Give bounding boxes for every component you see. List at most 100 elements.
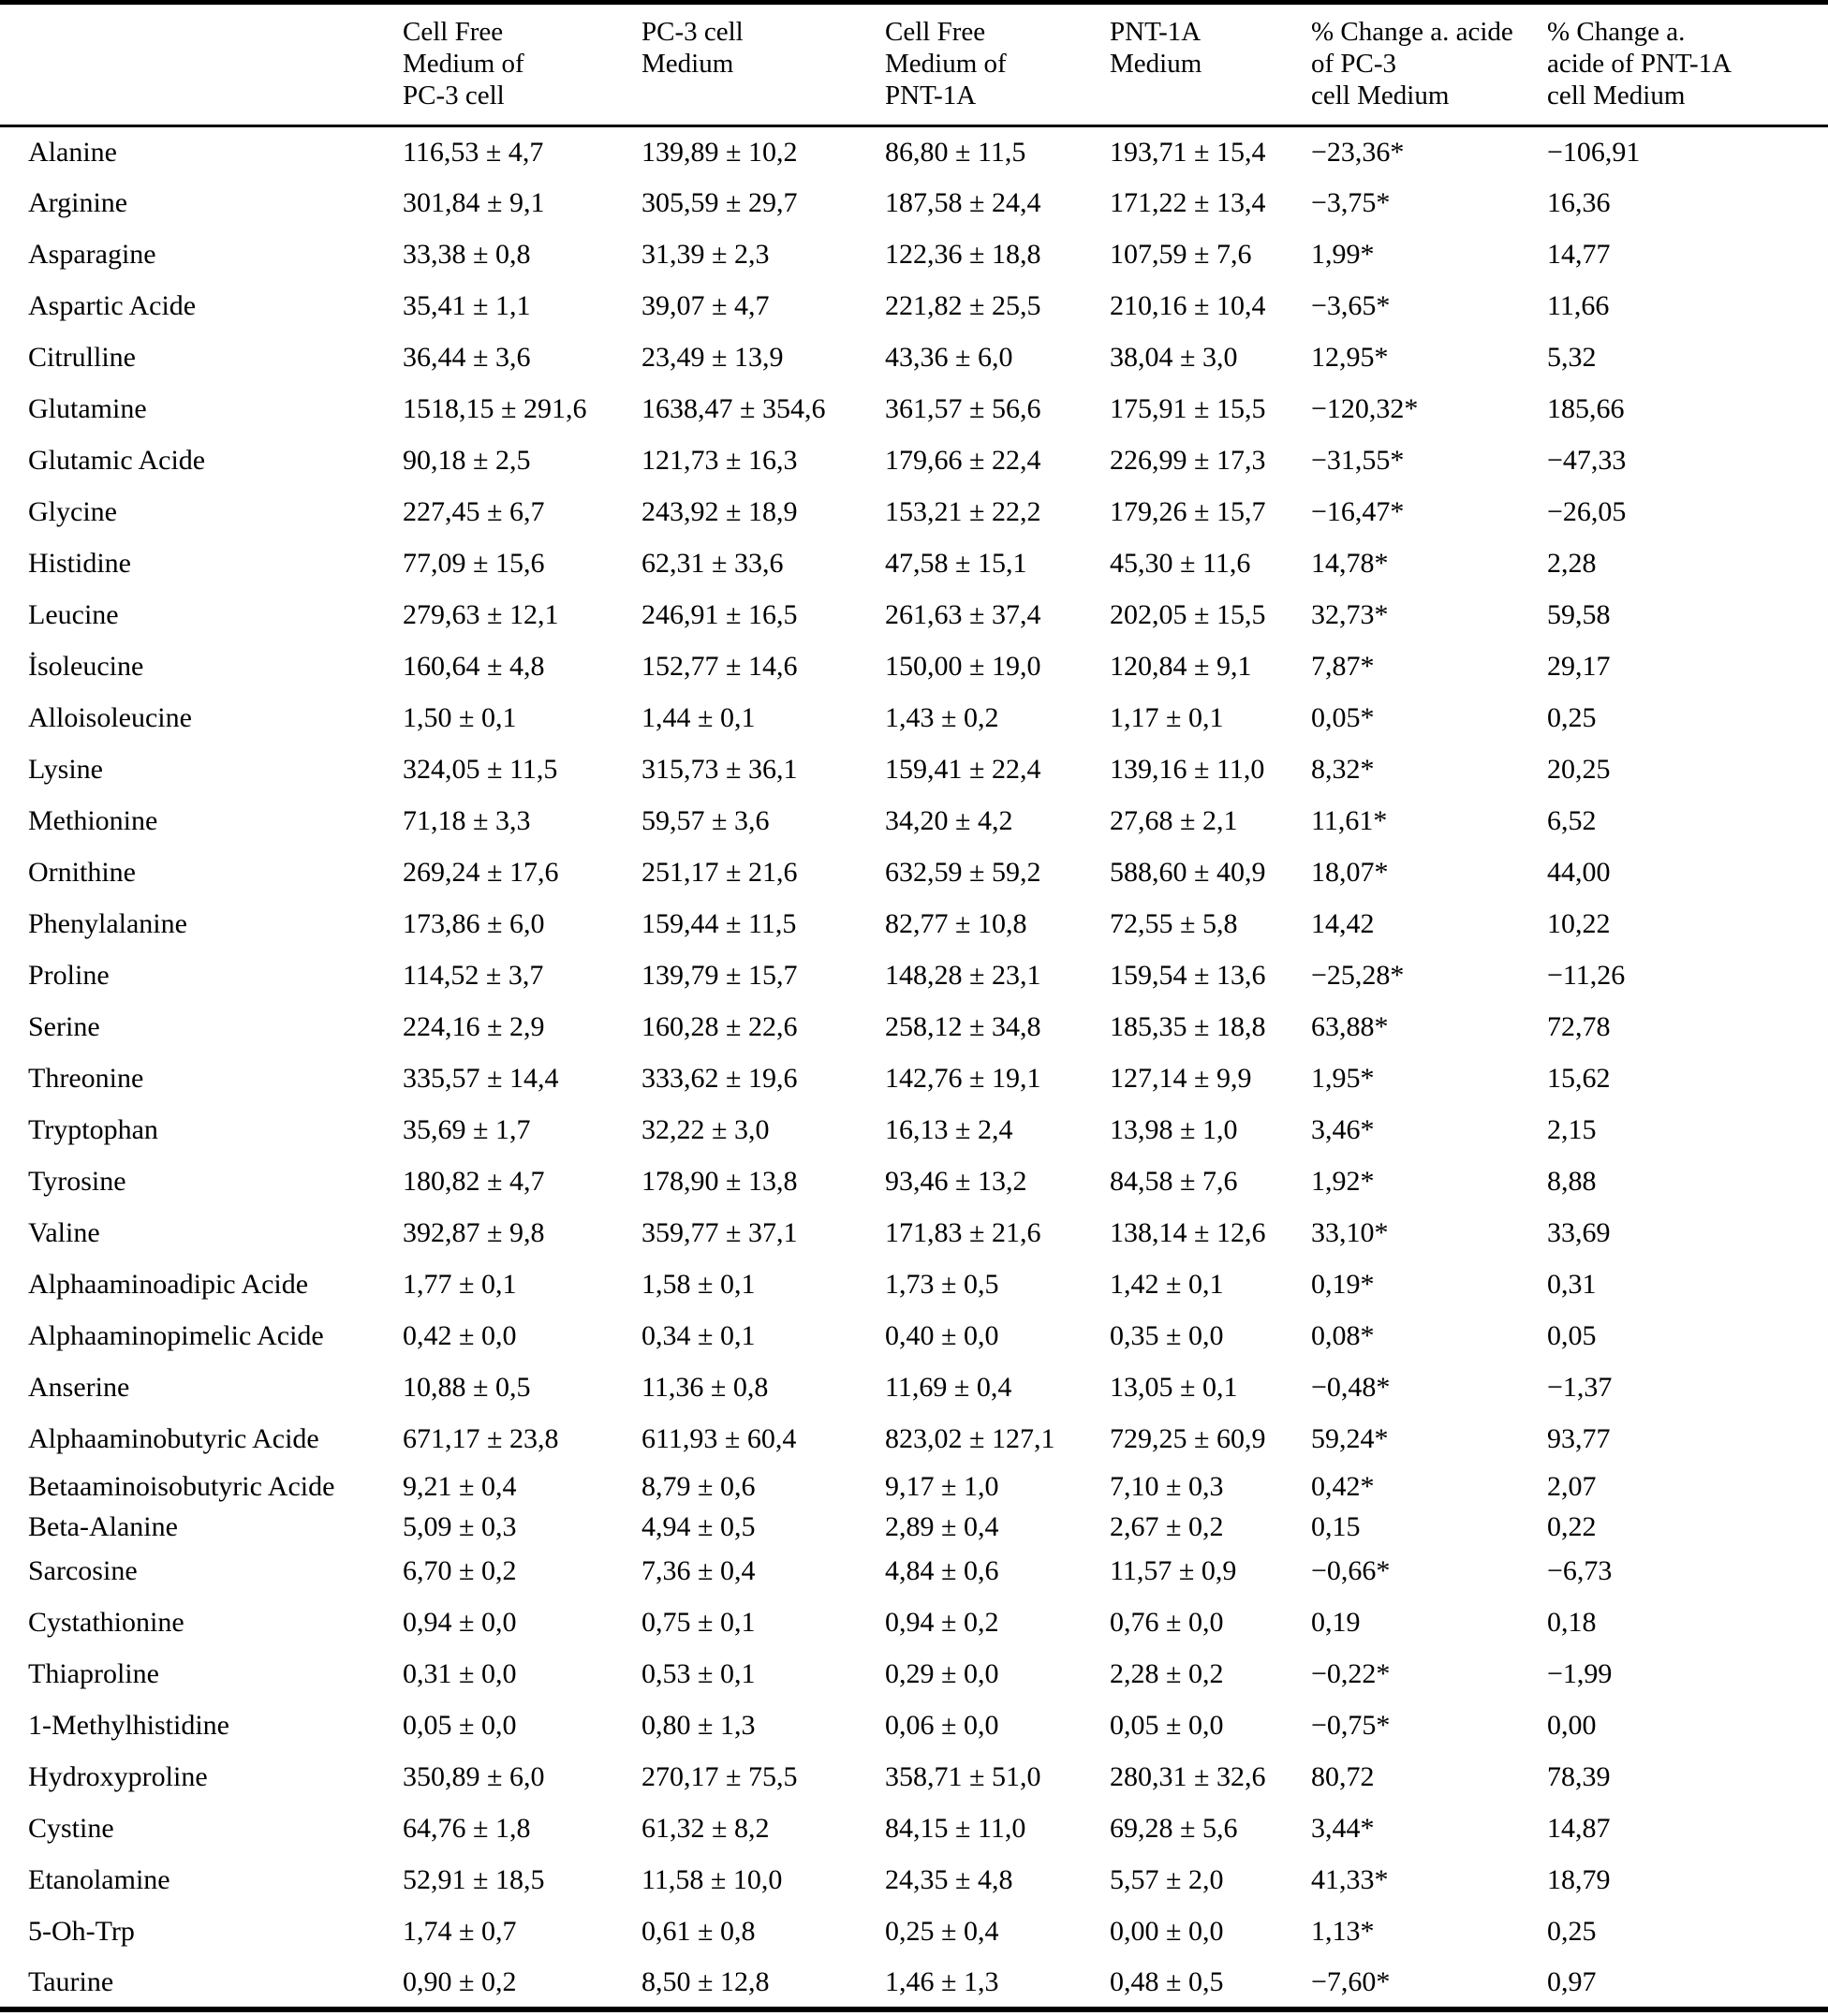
cell-free-medium-pnt1a-value: 0,94 ± 0,2 <box>885 1607 999 1638</box>
cell-free-medium-pnt1a-value: 153,21 ± 22,2 <box>885 496 1041 527</box>
pct-change-pnt1a-value: 0,18 <box>1547 1607 1597 1638</box>
cell-free-medium-pc3-value: 71,18 ± 3,3 <box>403 805 531 836</box>
pct-change-pc3-value: 0,42* <box>1311 1470 1375 1502</box>
pct-change-pnt1a-value: 2,15 <box>1547 1114 1597 1145</box>
cell-free-medium-pnt1a-value: 0,06 ± 0,0 <box>885 1710 999 1741</box>
table-row: Threonine 335,57 ± 14,4 333,62 ± 19,6 14… <box>0 1053 1828 1105</box>
amino-acid-name: Anserine <box>28 1372 130 1403</box>
pnt1a-medium-value: 13,05 ± 0,1 <box>1110 1372 1238 1403</box>
pc3-cell-medium-value: 0,34 ± 0,1 <box>641 1320 756 1351</box>
pct-change-pnt1a-value: 0,25 <box>1547 702 1597 733</box>
amino-acid-name: Proline <box>28 960 110 991</box>
cell-free-medium-pc3-value: 335,57 ± 14,4 <box>403 1063 559 1094</box>
cell-free-medium-pnt1a-value: 24,35 ± 4,8 <box>885 1864 1013 1895</box>
cell-free-medium-pc3-value: 350,89 ± 6,0 <box>403 1761 545 1792</box>
pct-change-pc3-value: 0,15 <box>1311 1510 1361 1542</box>
pc3-cell-medium-value: 0,75 ± 0,1 <box>641 1607 756 1638</box>
pct-change-pnt1a-value: −1,99 <box>1547 1658 1613 1689</box>
cell-free-medium-pnt1a-value: 0,40 ± 0,0 <box>885 1320 999 1351</box>
pct-change-pc3-value: 63,88* <box>1311 1011 1389 1042</box>
pc3-cell-medium-value: 139,89 ± 10,2 <box>641 136 798 168</box>
pc3-cell-medium-value: 160,28 ± 22,6 <box>641 1011 798 1042</box>
pct-change-pc3-value: −0,48* <box>1311 1372 1391 1403</box>
cell-free-medium-pnt1a-value: 122,36 ± 18,8 <box>885 239 1041 270</box>
cell-free-medium-pnt1a-value: 258,12 ± 34,8 <box>885 1011 1041 1042</box>
table-row: Anserine 10,88 ± 0,5 11,36 ± 0,8 11,69 ±… <box>0 1362 1828 1414</box>
pct-change-pc3-value: 14,78* <box>1311 548 1389 579</box>
table-row: Cystine 64,76 ± 1,8 61,32 ± 8,2 84,15 ± … <box>0 1803 1828 1855</box>
table-row: Betaaminoisobutyric Acide 9,21 ± 0,4 8,7… <box>0 1465 1828 1508</box>
pct-change-pc3-value: −120,32* <box>1311 393 1419 424</box>
pct-change-pc3-value: −3,65* <box>1311 290 1391 321</box>
cell-free-medium-pnt1a-value: 84,15 ± 11,0 <box>885 1813 1026 1844</box>
amino-acid-name: Arginine <box>28 187 128 218</box>
table-row: Thiaproline 0,31 ± 0,0 0,53 ± 0,1 0,29 ±… <box>0 1649 1828 1700</box>
amino-acid-name: Betaaminoisobutyric Acide <box>28 1470 335 1502</box>
pct-change-pnt1a-value: 14,77 <box>1547 239 1611 270</box>
pc3-cell-medium-value: 0,80 ± 1,3 <box>641 1710 756 1741</box>
amino-acid-name: 5-Oh-Trp <box>28 1916 135 1947</box>
pct-change-pc3-value: 8,32* <box>1311 754 1375 785</box>
amino-acid-name: Lysine <box>28 754 103 785</box>
table-row: Histidine 77,09 ± 15,6 62,31 ± 33,6 47,5… <box>0 538 1828 590</box>
pnt1a-medium-value: 0,48 ± 0,5 <box>1110 1965 1224 1997</box>
column-header: PNT-1A Medium <box>1110 17 1202 79</box>
pct-change-pc3-value: 59,24* <box>1311 1423 1389 1454</box>
pct-change-pnt1a-value: 14,87 <box>1547 1813 1611 1844</box>
table-row: Glycine 227,45 ± 6,7 243,92 ± 18,9 153,2… <box>0 487 1828 538</box>
pct-change-pnt1a-value: −26,05 <box>1547 496 1627 527</box>
pct-change-pc3-value: 3,44* <box>1311 1813 1375 1844</box>
pc3-cell-medium-value: 11,58 ± 10,0 <box>641 1864 783 1895</box>
table-row: Alphaaminopimelic Acide 0,42 ± 0,0 0,34 … <box>0 1311 1828 1362</box>
cell-free-medium-pnt1a-value: 823,02 ± 127,1 <box>885 1423 1055 1454</box>
cell-free-medium-pc3-value: 114,52 ± 3,7 <box>403 960 544 991</box>
pct-change-pc3-value: −0,22* <box>1311 1658 1391 1689</box>
pct-change-pnt1a-value: 2,28 <box>1547 548 1597 579</box>
cell-free-medium-pc3-value: 5,09 ± 0,3 <box>403 1510 517 1542</box>
pnt1a-medium-value: 179,26 ± 15,7 <box>1110 496 1266 527</box>
pct-change-pnt1a-value: 16,36 <box>1547 187 1611 218</box>
pc3-cell-medium-value: 251,17 ± 21,6 <box>641 857 798 888</box>
cell-free-medium-pc3-value: 116,53 ± 4,7 <box>403 136 544 168</box>
amino-acid-name: Taurine <box>28 1965 114 1997</box>
amino-acid-name: Serine <box>28 1011 100 1042</box>
amino-acid-name: 1-Methylhistidine <box>28 1710 229 1741</box>
cell-free-medium-pnt1a-value: 632,59 ± 59,2 <box>885 857 1041 888</box>
pnt1a-medium-value: 280,31 ± 32,6 <box>1110 1761 1266 1792</box>
table-row: Tryptophan 35,69 ± 1,7 32,22 ± 3,0 16,13… <box>0 1105 1828 1156</box>
cell-free-medium-pc3-value: 392,87 ± 9,8 <box>403 1217 545 1248</box>
cell-free-medium-pnt1a-value: 9,17 ± 1,0 <box>885 1470 999 1502</box>
pnt1a-medium-value: 1,17 ± 0,1 <box>1110 702 1224 733</box>
cell-free-medium-pc3-value: 1518,15 ± 291,6 <box>403 393 587 424</box>
table-row: Lysine 324,05 ± 11,5 315,73 ± 36,1 159,4… <box>0 744 1828 796</box>
pct-change-pnt1a-value: 72,78 <box>1547 1011 1611 1042</box>
pnt1a-medium-value: 0,76 ± 0,0 <box>1110 1607 1224 1638</box>
pct-change-pnt1a-value: 6,52 <box>1547 805 1597 836</box>
pct-change-pc3-value: −0,66* <box>1311 1555 1391 1586</box>
cell-free-medium-pnt1a-value: 150,00 ± 19,0 <box>885 651 1041 682</box>
pnt1a-medium-value: 2,28 ± 0,2 <box>1110 1658 1224 1689</box>
pc3-cell-medium-value: 39,07 ± 4,7 <box>641 290 770 321</box>
pnt1a-medium-value: 139,16 ± 11,0 <box>1110 754 1265 785</box>
amino-acid-name: Leucine <box>28 599 119 630</box>
table-row: İsoleucine 160,64 ± 4,8 152,77 ± 14,6 15… <box>0 641 1828 693</box>
pct-change-pnt1a-value: 0,00 <box>1547 1710 1597 1741</box>
amino-acid-name: Alloisoleucine <box>28 702 192 733</box>
cell-free-medium-pnt1a-value: 358,71 ± 51,0 <box>885 1761 1041 1792</box>
amino-acid-name: Glutamic Acide <box>28 445 206 476</box>
table-row: Methionine 71,18 ± 3,3 59,57 ± 3,6 34,20… <box>0 796 1828 847</box>
pct-change-pnt1a-value: 15,62 <box>1547 1063 1611 1094</box>
pnt1a-medium-value: 127,14 ± 9,9 <box>1110 1063 1252 1094</box>
pc3-cell-medium-value: 32,22 ± 3,0 <box>641 1114 770 1145</box>
pc3-cell-medium-value: 1638,47 ± 354,6 <box>641 393 826 424</box>
pnt1a-medium-value: 27,68 ± 2,1 <box>1110 805 1238 836</box>
pct-change-pnt1a-value: 5,32 <box>1547 342 1597 373</box>
table-row: Cystathionine 0,94 ± 0,0 0,75 ± 0,1 0,94… <box>0 1597 1828 1649</box>
cell-free-medium-pc3-value: 10,88 ± 0,5 <box>403 1372 531 1403</box>
amino-acid-name: Methionine <box>28 805 158 836</box>
amino-acid-name: Cystathionine <box>28 1607 184 1638</box>
table-row: Alloisoleucine 1,50 ± 0,1 1,44 ± 0,1 1,4… <box>0 693 1828 744</box>
cell-free-medium-pnt1a-value: 82,77 ± 10,8 <box>885 908 1027 939</box>
pct-change-pnt1a-value: 78,39 <box>1547 1761 1611 1792</box>
pct-change-pc3-value: 80,72 <box>1311 1761 1375 1792</box>
